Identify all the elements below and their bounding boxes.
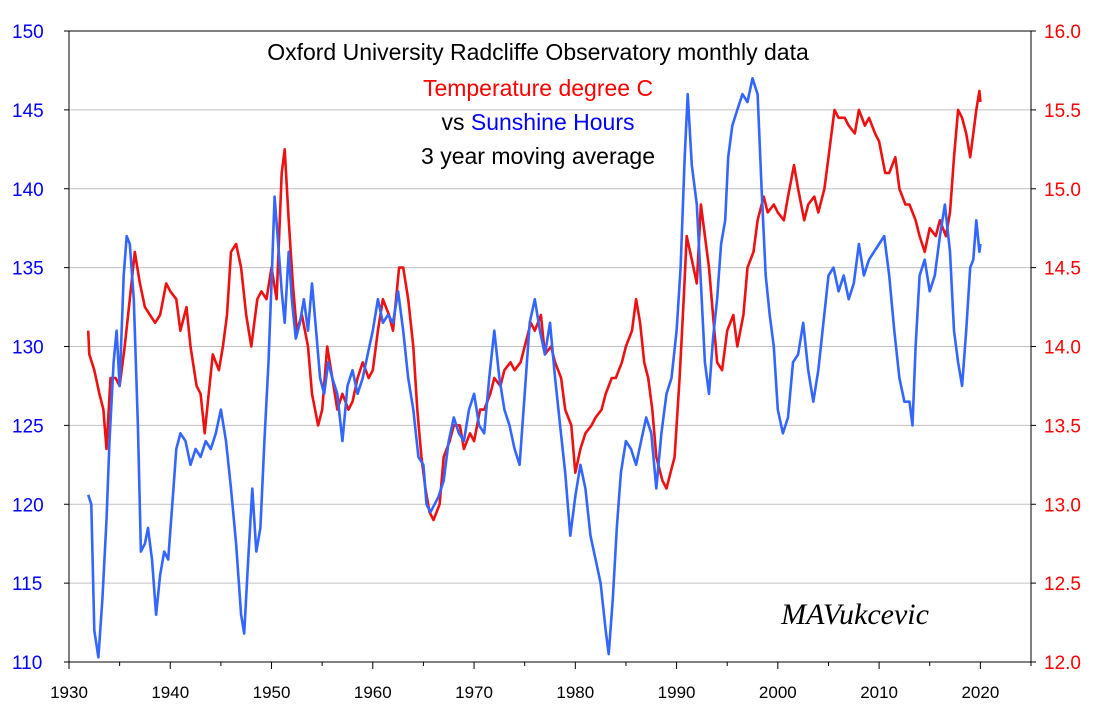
x-tick-label: 1930 [50, 683, 88, 702]
title-text: Sunshine Hours [471, 109, 635, 135]
right-tick-label: 14.0 [1044, 338, 1081, 359]
title-text: vs [441, 109, 470, 135]
title-line: 3 year moving average [421, 143, 655, 169]
title-text: Temperature degree C [423, 75, 653, 101]
right-tick-label: 16.0 [1044, 22, 1081, 43]
right-tick-label: 12.0 [1044, 653, 1081, 674]
author-signature: MAVukcevic [780, 598, 929, 631]
right-tick-label: 13.0 [1044, 495, 1081, 516]
x-tick-label: 1950 [253, 683, 291, 702]
x-tick-label: 2020 [961, 683, 999, 702]
x-tick-label: 2000 [759, 683, 797, 702]
left-tick-label: 120 [12, 495, 44, 516]
left-tick-label: 125 [12, 416, 44, 437]
chart-title: Oxford University Radcliffe Observatory … [267, 39, 809, 169]
right-tick-label: 15.5 [1044, 101, 1081, 122]
x-tick-label: 1970 [455, 683, 493, 702]
x-tick-label: 1990 [658, 683, 696, 702]
left-tick-label: 150 [12, 22, 44, 43]
left-tick-label: 130 [12, 338, 44, 359]
right-tick-label: 12.5 [1044, 574, 1081, 595]
x-tick-label: 1980 [556, 683, 594, 702]
series-layer [86, 77, 982, 659]
sunshine-series-line [86, 77, 982, 659]
left-y-axis: 110 115 120 125 130 135 140 145 150 [12, 22, 69, 674]
x-tick-label: 1940 [151, 683, 189, 702]
right-tick-label: 13.5 [1044, 416, 1081, 437]
right-tick-label: 14.5 [1044, 259, 1081, 280]
title-text: 3 year moving average [421, 143, 655, 169]
title-line: Oxford University Radcliffe Observatory … [267, 39, 809, 65]
right-tick-label: 15.0 [1044, 180, 1081, 201]
title-text: Oxford University Radcliffe Observatory … [267, 39, 809, 65]
left-tick-label: 140 [12, 180, 44, 201]
x-axis: 1930 1940 1950 1960 1970 1980 1990 2000 2010 2020 [50, 662, 1032, 702]
right-y-axis: 12.0 12.5 13.0 13.5 14.0 14.5 15.0 15.5 16.0 [1031, 22, 1081, 674]
left-tick-label: 115 [12, 574, 42, 595]
x-tick-label: 2010 [860, 683, 898, 702]
left-tick-label: 110 [12, 653, 42, 674]
title-line: vs Sunshine Hours [441, 109, 634, 135]
title-line: Temperature degree C [423, 75, 653, 101]
x-tick-label: 1960 [354, 683, 392, 702]
gridlines [69, 109, 1031, 584]
left-tick-label: 135 [12, 259, 44, 280]
left-tick-label: 145 [12, 101, 44, 122]
